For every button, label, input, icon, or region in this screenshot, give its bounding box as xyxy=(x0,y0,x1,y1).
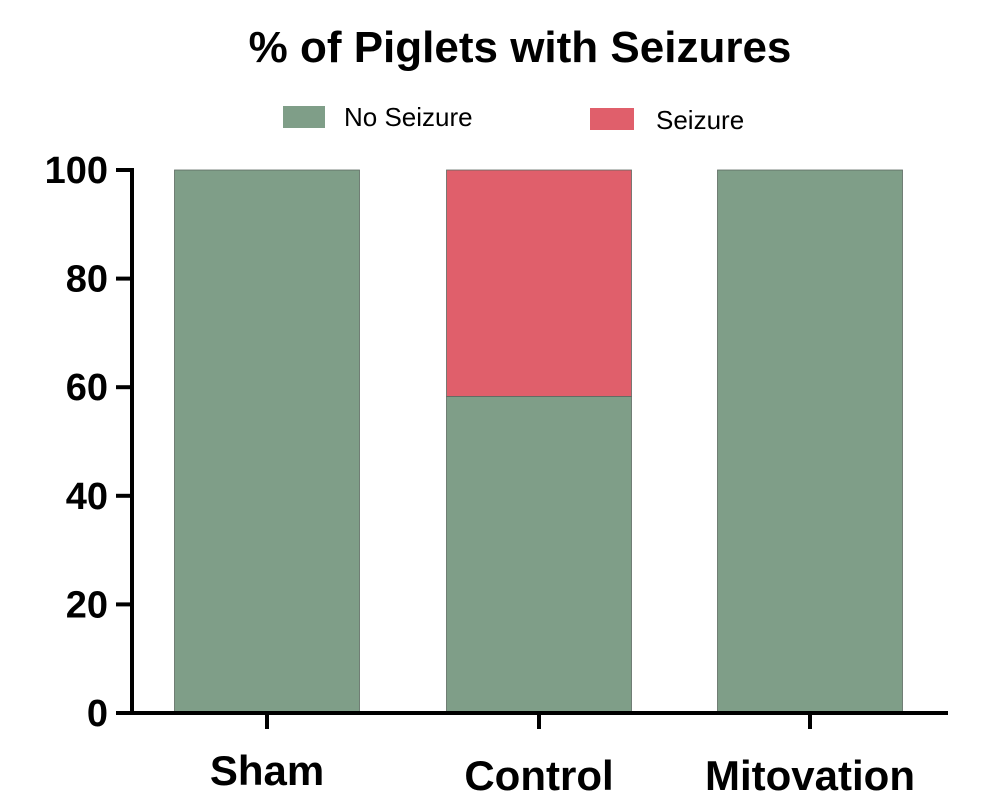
legend-label-seizure: Seizure xyxy=(656,105,744,135)
bars xyxy=(174,169,903,714)
y-tick-label-20: 20 xyxy=(66,584,108,626)
legend: No Seizure Seizure xyxy=(283,102,744,135)
x-tick-label-sham: Sham xyxy=(210,747,324,794)
y-tick-label-0: 0 xyxy=(87,693,108,735)
chart-title: % of Piglets with Seizures xyxy=(249,23,792,72)
y-axis: 0 20 40 60 80 100 xyxy=(45,150,134,735)
y-tick-label-40: 40 xyxy=(66,476,108,518)
y-tick-label-100: 100 xyxy=(45,150,108,192)
bar-sham-no-seizure xyxy=(174,169,360,714)
legend-swatch-no-seizure xyxy=(283,106,325,128)
bar-control-seizure xyxy=(446,169,632,397)
y-tick-label-80: 80 xyxy=(66,259,108,301)
bar-control-no-seizure xyxy=(446,396,632,714)
x-tick-label-mitovation: Mitovation xyxy=(705,752,915,799)
legend-swatch-seizure xyxy=(590,108,634,130)
x-tick-label-control: Control xyxy=(464,752,613,799)
bar-mitovation-no-seizure xyxy=(717,169,903,714)
x-axis: Sham Control Mitovation xyxy=(130,711,948,799)
legend-label-no-seizure: No Seizure xyxy=(344,102,473,132)
y-tick-label-60: 60 xyxy=(66,367,108,409)
